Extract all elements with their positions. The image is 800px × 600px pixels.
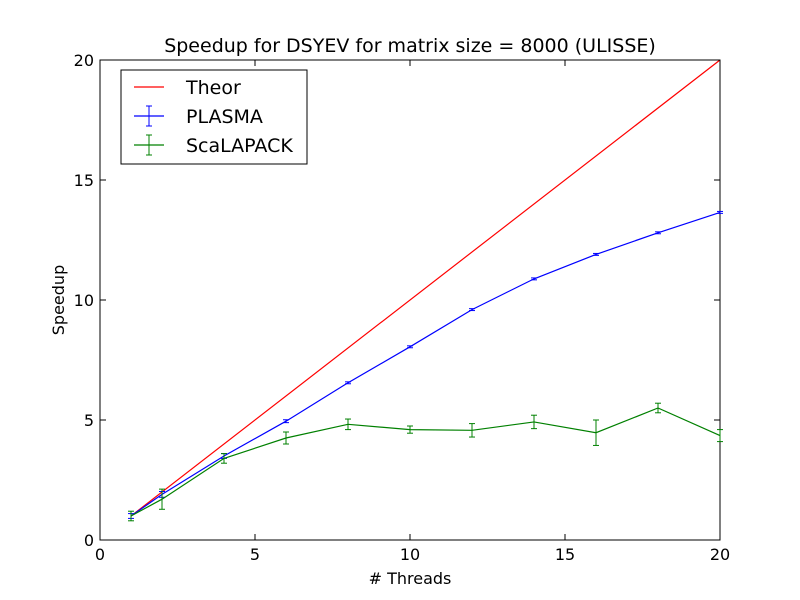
ticks-layer: 0 5 10 15 20 0 5 10 15 20: [74, 51, 731, 564]
y-axis-label: Speedup: [49, 265, 68, 335]
legend-label: ScaLAPACK: [186, 135, 293, 157]
legend: Theor PLASMA ScaLAPACK: [120, 69, 308, 165]
series-theor: [130, 59, 721, 517]
legend-label: PLASMA: [186, 106, 263, 128]
error-bar: [407, 345, 413, 349]
error-bar: [469, 308, 475, 312]
error-bar: [531, 277, 537, 281]
x-tick-label: 20: [710, 545, 730, 564]
y-tick-label: 15: [74, 171, 94, 190]
error-bar: [531, 414, 537, 430]
error-bar: [283, 419, 289, 424]
x-tick-label: 5: [250, 545, 260, 564]
series-layer: [128, 59, 723, 522]
error-bar: [717, 429, 723, 443]
y-tick-label: 5: [84, 411, 94, 430]
y-tick-label: 10: [74, 291, 94, 310]
error-bar: [655, 402, 661, 414]
error-bar: [593, 252, 599, 256]
error-bar: [469, 423, 475, 438]
error-bar: [159, 488, 165, 510]
x-tick-label: 10: [400, 545, 420, 564]
legend-entry-plasma: PLASMA: [134, 105, 263, 128]
legend-entry-theor: Theor: [134, 77, 241, 99]
x-tick-label: 0: [95, 545, 105, 564]
legend-entry-scalapack: ScaLAPACK: [134, 134, 293, 157]
error-bar: [283, 431, 289, 445]
series-line-theor: [130, 59, 721, 517]
error-bar: [345, 418, 351, 431]
error-bar: [345, 381, 351, 385]
x-tick-label: 15: [555, 545, 575, 564]
error-bar: [593, 419, 599, 446]
error-bar: [128, 510, 134, 522]
error-bar: [717, 210, 723, 214]
series-scalapack: [128, 402, 723, 522]
error-bar: [655, 231, 661, 235]
y-tick-label: 20: [74, 51, 94, 70]
legend-box: [120, 69, 308, 165]
chart-title: Speedup for DSYEV for matrix size = 8000…: [164, 35, 656, 57]
y-tick-label: 0: [84, 531, 94, 550]
error-bar: [221, 453, 227, 464]
x-axis-label: # Threads: [369, 569, 452, 588]
legend-label: Theor: [185, 77, 241, 99]
error-bar: [407, 425, 413, 434]
